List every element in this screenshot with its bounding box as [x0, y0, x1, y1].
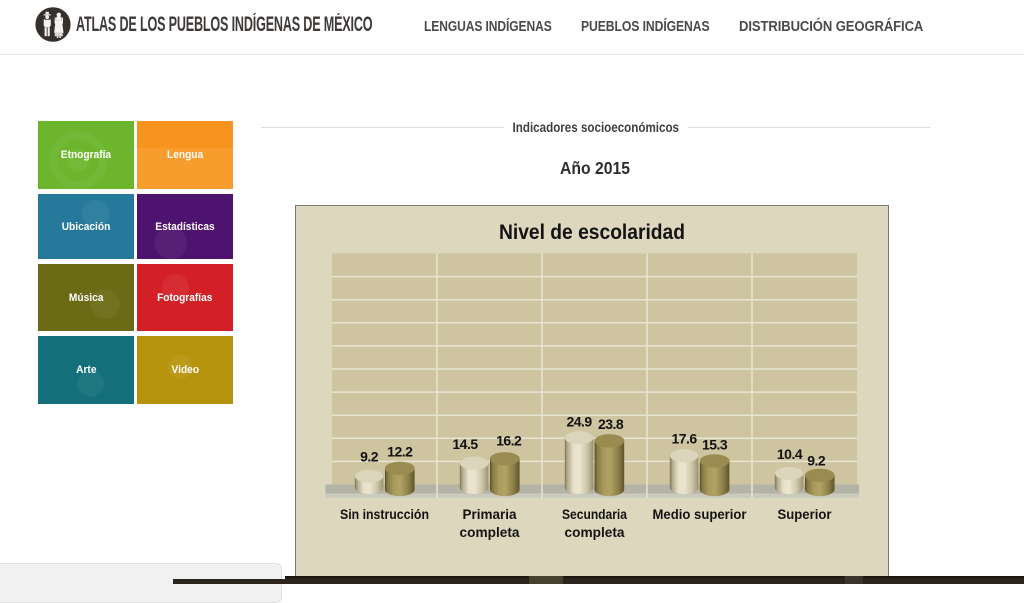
svg-text:15.3: 15.3 [702, 437, 728, 453]
svg-text:completa: completa [565, 525, 625, 540]
svg-text:10.4: 10.4 [777, 446, 803, 462]
svg-text:Secundaria: Secundaria [562, 507, 627, 522]
svg-text:24.9: 24.9 [566, 413, 592, 429]
svg-text:completa: completa [460, 525, 520, 540]
svg-text:Superior: Superior [778, 507, 833, 522]
svg-text:9.2: 9.2 [807, 452, 826, 468]
svg-text:Medio superior: Medio superior [653, 507, 748, 522]
svg-text:16.2: 16.2 [496, 433, 522, 449]
svg-text:Primaria: Primaria [463, 507, 517, 522]
svg-text:9.2: 9.2 [360, 448, 379, 464]
svg-text:Nivel de escolaridad: Nivel de escolaridad [499, 221, 685, 244]
svg-text:17.6: 17.6 [671, 430, 697, 446]
svg-text:12.2: 12.2 [387, 444, 413, 460]
svg-text:14.5: 14.5 [452, 436, 478, 452]
svg-text:Sin instrucción: Sin instrucción [340, 507, 429, 522]
svg-text:23.8: 23.8 [598, 416, 624, 432]
